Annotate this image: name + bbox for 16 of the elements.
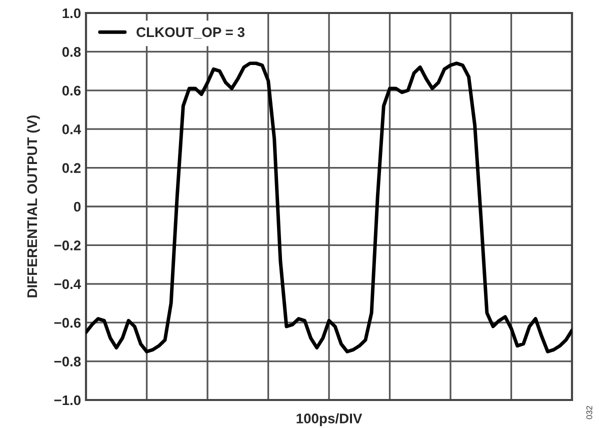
x-axis-title: 100ps/DIV	[296, 413, 362, 426]
y-tick-label: 1.0	[62, 8, 81, 18]
y-tick-label: −0.8	[54, 356, 81, 366]
y-axis-title: DIFFERENTIAL OUTPUT (V)	[26, 115, 40, 298]
legend-label: CLKOUT_OP = 3	[136, 27, 244, 39]
y-tick-label: −0.4	[54, 279, 82, 290]
y-tick-label: 0.2	[62, 163, 81, 173]
y-tick-label: 0	[74, 202, 81, 212]
y-tick-label: 0.6	[62, 86, 81, 96]
line-series	[86, 62, 572, 354]
y-tick-label: 0.4	[62, 124, 82, 134]
y-tick-label: −0.2	[54, 240, 81, 250]
y-tick-label: −0.6	[54, 318, 81, 328]
text: 032	[586, 406, 592, 420]
y-tick-label: 0.8	[62, 47, 81, 57]
y-tick-label: −1.0	[54, 395, 81, 406]
